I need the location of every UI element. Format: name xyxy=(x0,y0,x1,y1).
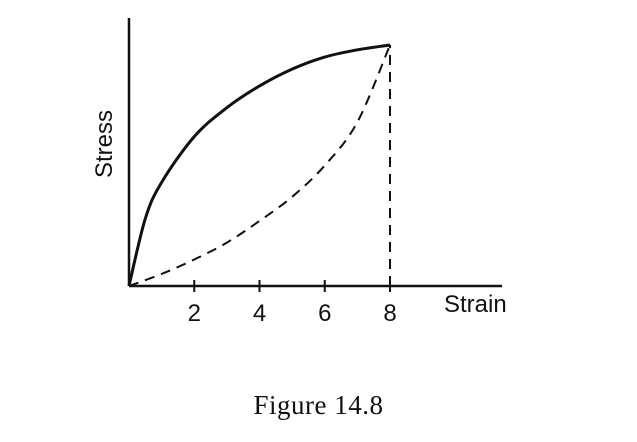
unloading-curve xyxy=(128,44,391,287)
x-tick-label: 6 xyxy=(318,300,331,327)
x-tick-label: 2 xyxy=(188,300,201,327)
x-tick-label: 8 xyxy=(383,300,396,327)
x-axis-label: Strain xyxy=(444,291,507,318)
stress-strain-chart: 2 4 6 8 Strain Stress xyxy=(91,18,507,327)
y-axis-label: Stress xyxy=(91,110,118,178)
x-tick-label: 4 xyxy=(253,300,266,327)
figure-caption: Figure 14.8 xyxy=(253,390,384,420)
loading-curve xyxy=(127,43,391,287)
